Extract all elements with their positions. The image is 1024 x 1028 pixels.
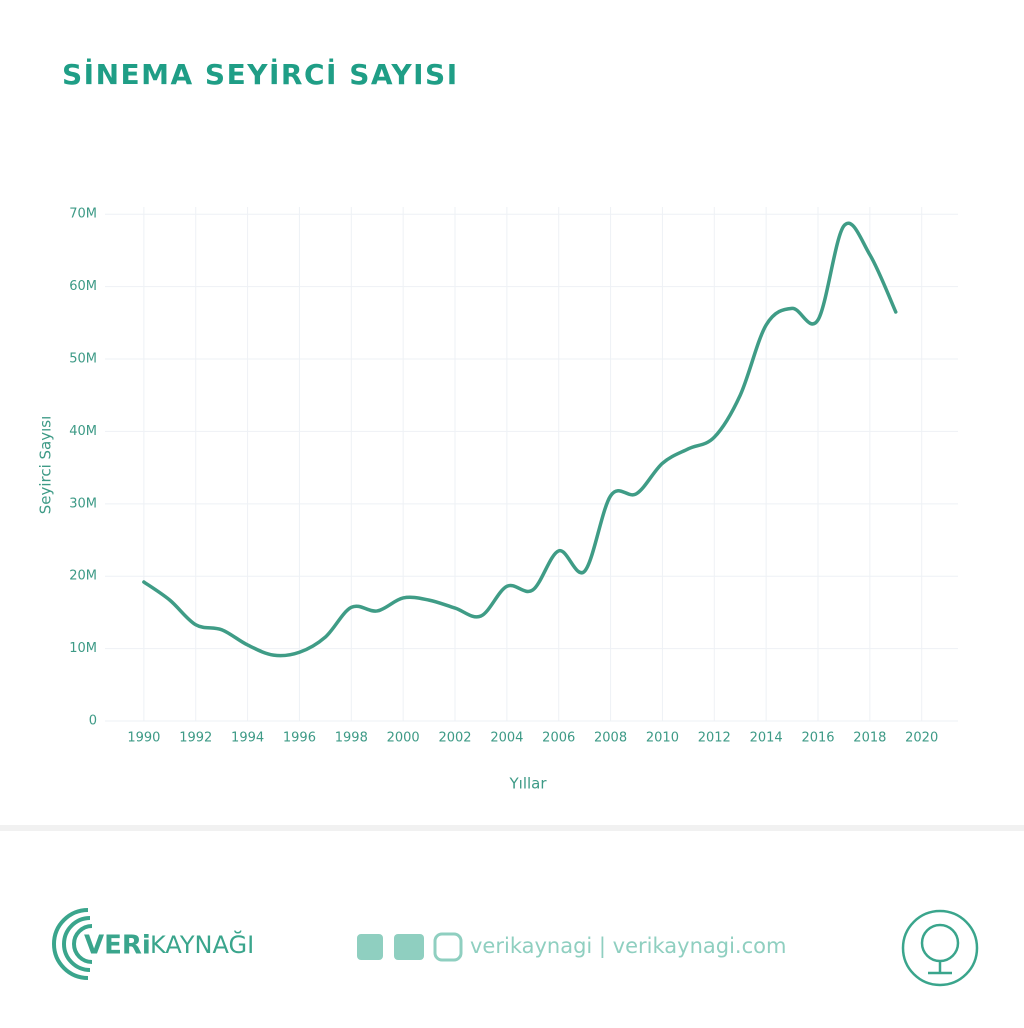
globe-icon <box>920 923 960 963</box>
y-tick-label: 60M <box>69 279 97 294</box>
y-tick-label: 70M <box>69 207 97 222</box>
x-tick-label: 2018 <box>853 731 886 746</box>
y-tick-label: 10M <box>69 641 97 656</box>
y-axis-label: Seyirci Sayısı <box>37 416 55 515</box>
y-tick-label: 40M <box>69 424 97 439</box>
brand-bold: VERi <box>84 931 151 961</box>
divider <box>0 825 1024 831</box>
y-tick-label: 20M <box>69 569 97 584</box>
brand-name: KAYNAĞI <box>150 929 254 959</box>
y-tick-label: 0 <box>89 714 97 729</box>
x-tick-label: 2010 <box>646 731 679 746</box>
logo <box>52 908 93 980</box>
x-tick-label: 2002 <box>438 731 471 746</box>
x-tick-label: 2016 <box>801 731 834 746</box>
x-tick-label: 1992 <box>179 731 212 746</box>
y-tick-label: 50M <box>69 352 97 367</box>
x-tick-label: 2006 <box>542 731 575 746</box>
data-line <box>142 221 898 658</box>
x-axis-label: Yıllar <box>508 775 547 793</box>
x-tick-label: 2004 <box>490 731 523 746</box>
globe-stand <box>928 961 952 975</box>
logo-arc <box>72 924 93 964</box>
x-tick-label: 1994 <box>231 731 264 746</box>
y-tick-label: 30M <box>69 496 97 511</box>
x-tick-label: 1996 <box>283 731 316 746</box>
globe-icon <box>901 909 979 987</box>
logo-arc <box>62 916 91 972</box>
x-tick-label: 2012 <box>698 731 731 746</box>
twitter-icon[interactable] <box>394 934 424 960</box>
chart-title: SİNEMA SEYİRCİ SAYISI <box>62 57 459 91</box>
x-tick-label: 2008 <box>594 731 627 746</box>
social-text: verikaynagi | verikaynagi.com <box>470 934 786 959</box>
logo-arc <box>52 908 89 980</box>
x-tick-label: 1990 <box>127 731 160 746</box>
x-tick-label: 2014 <box>750 731 783 746</box>
facebook-icon[interactable] <box>357 934 383 960</box>
instagram-icon[interactable] <box>433 932 463 962</box>
x-tick-label: 2000 <box>387 731 420 746</box>
x-tick-label: 2020 <box>905 731 938 746</box>
x-tick-label: 1998 <box>335 731 368 746</box>
